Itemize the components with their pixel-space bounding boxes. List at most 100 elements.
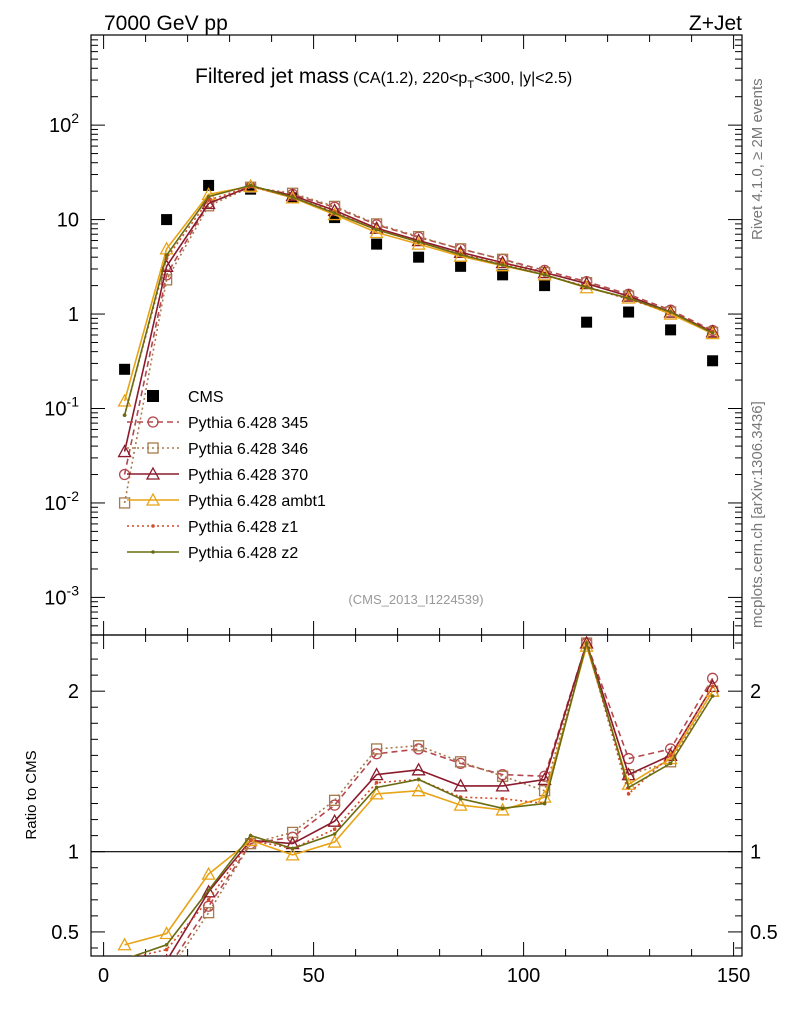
main-y-tick-label: 10 [57,210,79,232]
ratio-point-ambt1 [453,797,468,811]
ratio-point-z2 [206,888,211,892]
legend-entry-p370: Pythia 6.428 370 [127,466,308,484]
main-point-z2 [584,285,589,290]
cms-point [497,269,509,281]
tick-base: 10 [44,493,66,515]
legend-swatch-marker [147,442,159,454]
cms-point [623,306,635,318]
main-series-group [117,178,720,509]
legend: CMS Pythia 6.428 345 Pythia 6.428 346 Pythi… [127,389,326,562]
ratio-series-z1 [123,639,715,961]
tick-base: 10 [44,399,66,421]
cms-point [581,316,593,328]
main-y-tick-label: 10-1 [44,394,79,421]
ratio-point-p370 [369,767,384,781]
main-y-tick-label: 10-2 [44,488,79,515]
legend-swatch-marker [147,416,159,428]
ratio-point-z1 [332,827,337,832]
title-detail-b: <300, |y|<2.5) [474,70,572,87]
legend-label: CMS [188,389,224,406]
main-point-p370 [117,444,132,458]
legend-swatch-marker [151,524,155,528]
main-point-p370 [453,244,468,258]
ratio-point-z1 [374,780,379,785]
main-series-z2 [122,183,715,417]
main-axis-ticks [91,34,742,636]
legend-label: Pythia 6.428 z2 [188,545,298,562]
ratio-point-z2 [248,833,253,838]
ratio-point-z2 [332,832,337,836]
ratio-point-ambt1 [117,937,132,951]
ratio-point-z2 [542,801,547,806]
ratio-point-p346 [454,756,467,768]
ratio-point-p370 [495,778,510,792]
ratio-point-z2 [458,796,463,801]
ratio-point-p370 [119,985,131,996]
main-point-z2 [458,252,463,257]
main-point-p370 [411,233,426,247]
main-point-z2 [164,253,169,257]
ratio-point-p346 [412,740,425,752]
legend-entry-p346: Pythia 6.428 346 [127,441,308,458]
ratio-point-p346 [496,770,509,782]
main-series-p346 [118,181,719,509]
ratio-point-z2 [123,957,127,961]
ratio-line-p346 [178,640,714,956]
legend-label: Pythia 6.428 370 [188,467,308,484]
x-tick-label: 50 [302,965,324,987]
main-point-p370 [495,255,510,269]
ratio-point-p345 [202,900,215,912]
x-tick-labels: 0 50 100 150 [98,965,750,987]
main-point-z2 [710,331,715,335]
main-point-p370 [285,188,300,202]
legend-label: Pythia 6.428 z1 [188,519,298,536]
title-detail-sub: T [467,79,474,91]
main-series-ambt1 [117,178,720,407]
ratio-point-z1 [123,957,127,961]
ratio-point-z2 [290,846,295,851]
legend-label: Pythia 6.428 345 [188,415,308,432]
ratio-point-p346 [328,794,341,806]
legend-swatch-marker [145,492,161,506]
tick-exponent: -3 [67,582,80,598]
x-tick-label: 100 [507,965,540,987]
tick-base: 10 [44,587,66,609]
main-point-z2 [122,413,127,417]
ratio-point-z2 [668,761,673,766]
tick-exponent: -1 [67,394,80,410]
ratio-series-z2 [123,639,715,961]
ratio-y-label: Ratio to CMS [23,750,40,839]
legend-entry-z1: Pythia 6.428 z1 [127,519,298,536]
ratio-series-group [117,635,720,996]
main-point-p370 [201,196,216,210]
cms-point [371,238,383,250]
cms-point [119,363,131,375]
legend-label: Pythia 6.428 346 [188,441,308,458]
x-tick-label: 0 [98,965,109,987]
cms-point [665,324,677,336]
main-y-tick-label: 10-3 [44,582,79,609]
ratio-point-z1 [248,838,253,843]
ratio-point-p345 [706,672,719,684]
ratio-y-tick-labels: 0.5 0.5 1 1 2 2 [51,681,778,944]
ratio-point-ambt1 [327,834,342,848]
cms-point [245,183,257,195]
main-point-z2 [290,195,295,199]
ratio-point-p370 [327,813,342,827]
ratio-point-p370 [537,772,552,786]
ratio-series-p346 [178,637,719,956]
legend-swatch-marker [151,550,155,554]
title-main: Filtered jet mass [195,65,349,88]
ratio-point-z2 [500,806,505,811]
ratio-panel-frame [90,634,743,957]
main-point-p370 [537,265,552,279]
cms-point [329,212,341,224]
ratio-point-p346 [370,743,383,755]
ratio-point-p370 [201,884,216,898]
ratio-point-z1 [710,684,715,689]
cms-point [203,179,215,191]
ratio-line-p345 [175,640,714,956]
main-point-z2 [500,263,505,267]
main-point-z2 [374,227,379,232]
